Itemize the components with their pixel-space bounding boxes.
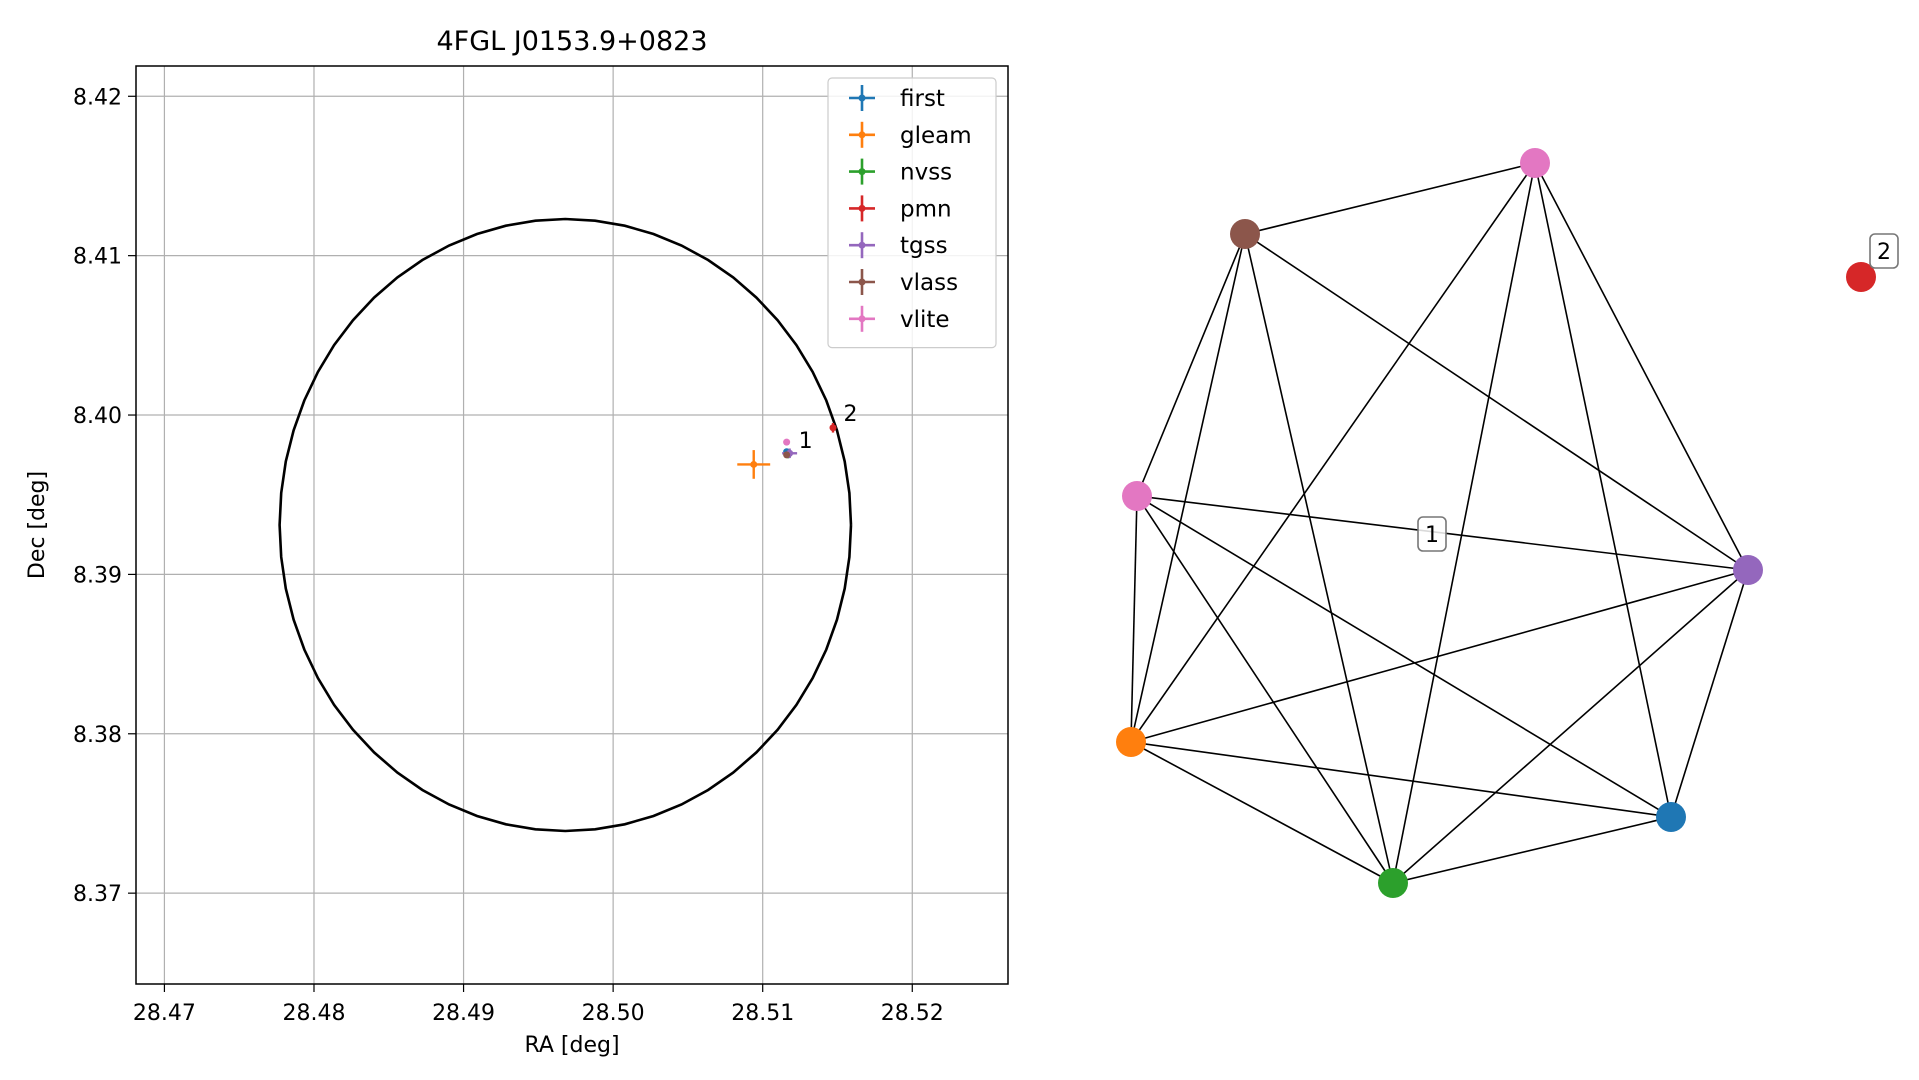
marker-pmn [829,424,837,432]
y-axis-label: Dec [deg] [25,471,50,579]
edge-vlass-vlite_b [1244,162,1536,235]
node-nvss [1378,868,1408,898]
x-tick-label: 28.52 [881,1001,944,1026]
legend-marker [858,131,866,139]
x-tick-label: 28.47 [133,1001,196,1026]
legend-label: gleam [900,123,972,149]
group-label-box [1417,516,1447,552]
error-ellipse [278,217,853,833]
node-tgss [1733,555,1763,585]
legend-entry-nvss: nvss [849,158,952,186]
legend-entry-tgss: tgss [849,232,948,259]
legend-frame [827,77,997,349]
legend-label: pmn [900,196,952,222]
legend-marker [858,168,866,176]
legend: first gleam nvss pmn tgss vlass vlite [827,77,997,349]
legend-label: vlite [900,307,950,333]
edge-vlite_b-nvss [1392,162,1536,884]
marker-vlite [783,438,791,446]
group-label-box [1869,233,1899,269]
edge-gleam-tgss [1130,569,1749,743]
marker-gleam [750,460,758,468]
legend-label: tgss [900,233,948,259]
y-tick-label: 8.38 [73,723,122,748]
point-vlass [783,451,791,459]
legend-marker [858,278,866,286]
chart-title: 4FGL J0153.9+0823 [436,26,707,57]
plot-frame [135,65,1009,985]
edge-vlite_b-tgss [1534,162,1749,571]
legend-entry-gleam: gleam [849,121,972,149]
legend-label: first [900,86,945,112]
group-label-1: 1 [1417,516,1447,552]
point-pmn [829,423,837,433]
edge-gleam-nvss [1130,741,1394,884]
legend-entry-vlite: vlite [849,305,950,333]
y-tick-label: 8.42 [73,85,122,110]
node-gleam [1116,727,1146,757]
legend-entry-pmn: pmn [849,195,952,222]
y-tick-label: 8.41 [73,245,122,270]
edge-nvss-first [1392,816,1672,884]
x-axis-label: RA [deg] [524,1033,619,1058]
network-edges [1130,162,1749,884]
annotation-1: 1 [799,429,813,454]
network-panel: 12 [1116,148,1899,898]
node-vlass [1230,219,1260,249]
edge-vlass-nvss [1244,233,1394,884]
x-tick-label: 28.48 [282,1001,345,1026]
group-label-text: 2 [1877,240,1891,265]
edge-gleam-first [1130,741,1672,818]
node-vlite_b [1520,148,1550,178]
legend-marker [858,94,866,102]
legend-label: nvss [900,160,952,186]
scatter-panel: 12 28.47 28.48 28.49 28.50 28.51 28.52 8.378.… [25,26,1009,1058]
x-tick-label: 28.49 [432,1001,495,1026]
x-tick-label: 28.50 [582,1001,645,1026]
edge-first-tgss [1670,569,1749,818]
node-first [1656,802,1686,832]
network-group-labels: 12 [1417,233,1899,552]
x-ticks: 28.47 28.48 28.49 28.50 28.51 28.52 [133,984,944,1026]
node-vlite_a [1122,481,1152,511]
edge-vlite_a-vlass [1136,233,1246,497]
legend-marker [858,315,866,323]
legend-entry-vlass: vlass [849,269,958,296]
edge-vlass-gleam [1130,233,1246,743]
edge-vlass-tgss [1244,233,1749,571]
annotation-2: 2 [843,402,857,427]
legend-entry-first: first [849,85,945,112]
edge-vlite_b-gleam [1130,162,1536,743]
legend-marker [858,204,866,212]
point-gleam [737,450,771,479]
point-annotations: 12 [799,402,858,454]
legend-marker [858,241,866,249]
edge-vlite_a-nvss [1136,495,1394,884]
y-tick-label: 8.39 [73,563,122,588]
edge-vlite_b-first [1534,162,1672,818]
marker-vlass [783,451,791,459]
edge-nvss-tgss [1392,569,1749,884]
group-label-2: 2 [1869,233,1899,269]
network-nodes [1116,148,1876,898]
group-label-text: 1 [1425,523,1439,548]
point-vlite [783,438,791,446]
y-tick-label: 8.40 [73,404,122,429]
node-pmn [1846,262,1876,292]
edge-vlite_a-gleam [1130,495,1138,743]
error-ellipse-layer [278,217,853,833]
x-tick-label: 28.51 [731,1001,794,1026]
edge-vlite_a-first [1136,495,1672,818]
legend-label: vlass [900,270,958,296]
data-points [737,423,837,479]
y-tick-label: 8.37 [73,882,122,907]
y-ticks: 8.37 8.38 8.39 8.40 8.41 8.42 [73,85,136,907]
